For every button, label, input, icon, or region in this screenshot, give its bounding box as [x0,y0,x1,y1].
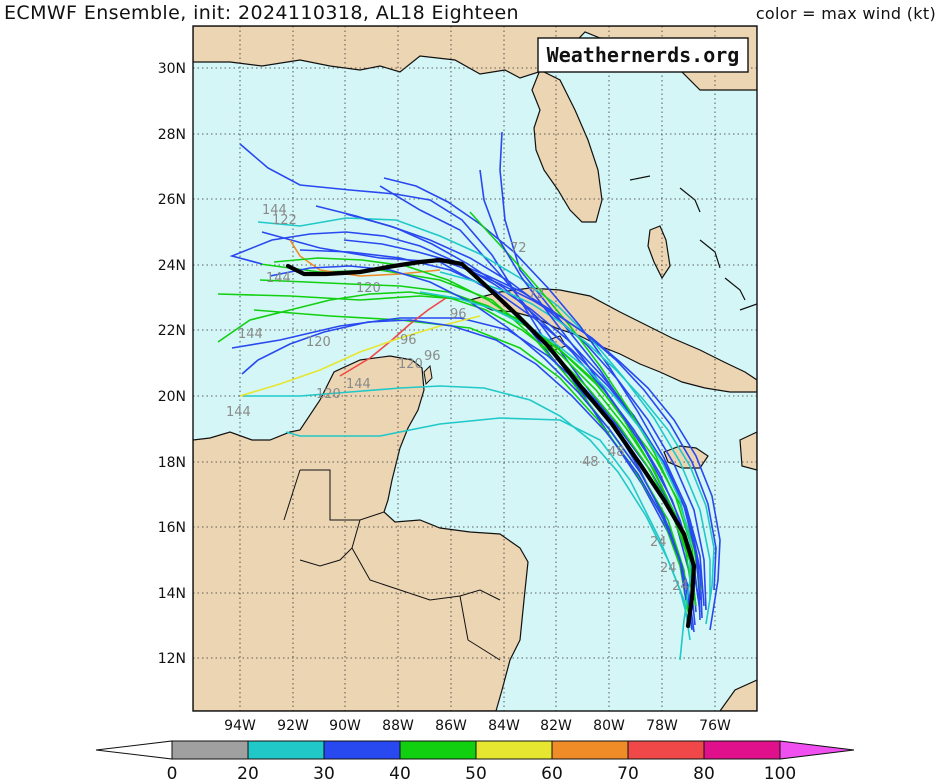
ensemble-mean-track [285,257,697,629]
svg-text:120: 120 [306,335,331,350]
svg-text:20: 20 [237,764,259,783]
svg-text:48: 48 [582,455,599,470]
svg-text:84W: 84W [488,718,520,734]
colorbar-bin-40-50 [399,740,477,760]
colorbar-tick-labels: 0 20 30 40 50 60 70 80 100 [167,764,797,783]
svg-text:80: 80 [693,764,715,783]
svg-text:86W: 86W [435,718,467,734]
longitude-labels: 94W 92W 90W 88W 86W 84W 82W 80W 78W 76W [224,718,731,734]
svg-text:80W: 80W [593,718,625,734]
svg-text:40: 40 [389,764,411,783]
colorbar-lower-arrow [95,740,173,760]
svg-text:96: 96 [450,307,467,322]
svg-text:120: 120 [316,387,341,402]
land-layer [193,26,757,711]
forecast-hour-labels: 144 122 144 120 144 120 96 120 96 96 144… [226,203,689,594]
svg-text:120: 120 [398,357,423,372]
svg-text:88W: 88W [382,718,414,734]
svg-text:30: 30 [313,764,335,783]
svg-text:24: 24 [650,535,667,550]
svg-text:22N: 22N [158,323,186,339]
svg-text:72: 72 [510,241,527,256]
svg-text:Weathernerds.org: Weathernerds.org [547,43,740,67]
latitude-labels: 30N 28N 26N 24N 22N 20N 18N 16N 14N 12N [158,61,186,667]
colorbar-bin-0-20 [171,740,249,760]
land-mexico-central-america [193,355,529,711]
svg-text:120: 120 [356,281,381,296]
map-frame [192,25,758,712]
svg-text:20N: 20N [158,389,186,405]
svg-text:144: 144 [266,271,291,286]
colorbar-bin-70-80 [627,740,705,760]
svg-text:28N: 28N [158,127,186,143]
svg-text:48: 48 [608,445,625,460]
svg-text:144: 144 [262,203,287,218]
svg-text:94W: 94W [224,718,256,734]
svg-text:14N: 14N [158,586,186,602]
svg-text:100: 100 [764,764,796,783]
svg-text:122: 122 [272,213,297,228]
land-bahamas [647,225,671,280]
svg-text:144: 144 [346,377,371,392]
color-legend-caption: color = max wind (kt) [755,4,936,23]
colorbar-bin-80-100 [703,740,781,760]
svg-text:18N: 18N [158,455,186,471]
svg-text:78W: 78W [646,718,678,734]
land-borders [283,469,501,661]
colorbar-bin-30-40 [323,740,401,760]
svg-text:82W: 82W [540,718,572,734]
svg-text:76W: 76W [699,718,731,734]
colorbar-bin-20-30 [247,740,325,760]
svg-text:72: 72 [528,287,545,302]
svg-text:96: 96 [400,333,417,348]
svg-text:0: 0 [167,764,178,783]
svg-text:50: 50 [465,764,487,783]
watermark-badge: Weathernerds.org [537,37,749,73]
svg-text:24: 24 [660,561,677,576]
wind-colorbar [95,740,855,760]
svg-text:26N: 26N [158,192,186,208]
colorbar-bin-50-60 [475,740,553,760]
svg-text:16N: 16N [158,520,186,536]
svg-text:144: 144 [238,327,263,342]
svg-text:24: 24 [672,579,689,594]
svg-text:60: 60 [541,764,563,783]
svg-text:96: 96 [424,349,441,364]
land-cozumel [423,364,433,386]
graticule [193,26,757,711]
svg-text:144: 144 [226,405,251,420]
colorbar-bin-60-70 [551,740,629,760]
svg-text:12N: 12N [158,651,186,667]
land-hispaniola [739,431,757,471]
svg-text:24N: 24N [158,258,186,274]
svg-text:70: 70 [617,764,639,783]
svg-text:92W: 92W [277,718,309,734]
chart-title: ECMWF Ensemble, init: 2024110318, AL18 E… [4,2,519,24]
svg-text:90W: 90W [329,718,361,734]
land-colombia [719,679,757,711]
colorbar-upper-arrow [779,740,855,760]
svg-text:30N: 30N [158,61,186,77]
